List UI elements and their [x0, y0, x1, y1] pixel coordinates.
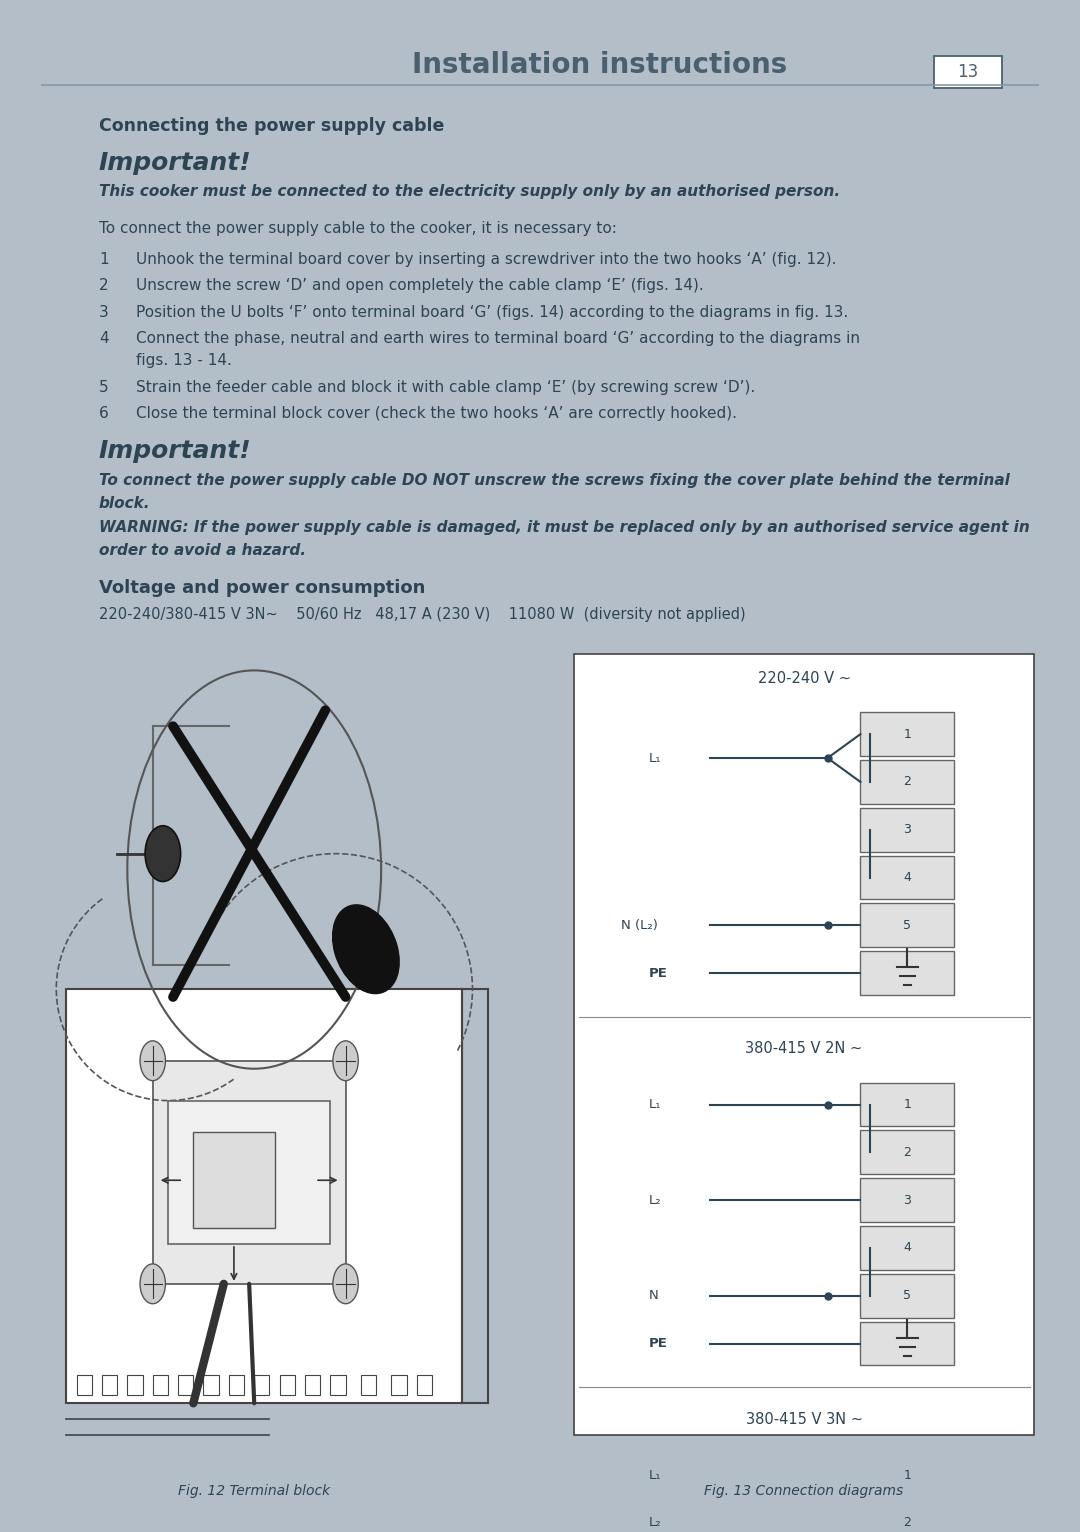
- Bar: [861, 1273, 955, 1318]
- Bar: [193, 1132, 274, 1229]
- Bar: [861, 1322, 955, 1365]
- Text: 4: 4: [904, 872, 912, 884]
- Text: Fig. 13 Connection diagrams: Fig. 13 Connection diagrams: [704, 1485, 904, 1498]
- Text: L₁: L₁: [649, 752, 662, 764]
- Text: 220-240 V ∼: 220-240 V ∼: [757, 671, 851, 686]
- Text: Important!: Important!: [99, 438, 252, 463]
- Bar: [934, 55, 1002, 89]
- Bar: [254, 1376, 270, 1396]
- Text: 3: 3: [904, 823, 912, 836]
- Text: To connect the power supply cable to the cooker, it is necessary to:: To connect the power supply cable to the…: [99, 221, 617, 236]
- Bar: [861, 904, 955, 947]
- Text: 5: 5: [903, 919, 912, 931]
- Text: 2: 2: [904, 1146, 912, 1158]
- Text: 13: 13: [958, 63, 978, 81]
- Text: 1: 1: [99, 251, 109, 267]
- Bar: [861, 1452, 955, 1497]
- Text: L₂: L₂: [649, 1193, 662, 1207]
- Bar: [77, 1376, 92, 1396]
- Text: L₂: L₂: [649, 1517, 662, 1529]
- Text: 6: 6: [99, 406, 109, 421]
- Text: WARNING: If the power supply cable is damaged, it must be replaced only by an au: WARNING: If the power supply cable is da…: [99, 519, 1029, 535]
- Bar: [305, 1376, 321, 1396]
- Text: PE: PE: [649, 1337, 667, 1350]
- Bar: [861, 1083, 955, 1126]
- Bar: [861, 760, 955, 804]
- Bar: [203, 1376, 218, 1396]
- Text: This cooker must be connected to the electricity supply only by an authorised pe: This cooker must be connected to the ele…: [99, 184, 840, 199]
- Bar: [280, 1376, 295, 1396]
- Bar: [861, 1501, 955, 1532]
- Bar: [861, 1226, 955, 1270]
- Bar: [229, 1376, 244, 1396]
- Text: 1: 1: [904, 1469, 912, 1481]
- Text: 1: 1: [904, 1098, 912, 1111]
- Text: Close the terminal block cover (check the two hooks ‘A’ are correctly hooked).: Close the terminal block cover (check th…: [136, 406, 737, 421]
- Text: L₁: L₁: [649, 1469, 662, 1481]
- Text: 220-240/380-415 V 3N~    50/60 Hz   48,17 A (230 V)    11080 W  (diversity not a: 220-240/380-415 V 3N~ 50/60 Hz 48,17 A (…: [99, 607, 745, 622]
- Bar: [861, 1131, 955, 1174]
- Bar: [391, 1376, 406, 1396]
- Text: Unscrew the screw ‘D’ and open completely the cable clamp ‘E’ (figs. 14).: Unscrew the screw ‘D’ and open completel…: [136, 279, 703, 293]
- Text: Installation instructions: Installation instructions: [413, 51, 787, 78]
- Circle shape: [140, 1040, 165, 1080]
- Text: PE: PE: [649, 967, 667, 979]
- Text: Strain the feeder cable and block it with cable clamp ‘E’ (by screwing screw ‘D’: Strain the feeder cable and block it wit…: [136, 380, 755, 395]
- Bar: [330, 1376, 346, 1396]
- Bar: [152, 1060, 346, 1284]
- Bar: [127, 1376, 143, 1396]
- Bar: [417, 1376, 432, 1396]
- Circle shape: [333, 1040, 359, 1080]
- Text: N: N: [649, 1290, 659, 1302]
- Bar: [67, 990, 462, 1403]
- Bar: [861, 855, 955, 899]
- Text: 2: 2: [99, 279, 109, 293]
- Text: 2: 2: [904, 1517, 912, 1529]
- Text: 380-415 V 2N ∼: 380-415 V 2N ∼: [745, 1042, 863, 1056]
- Bar: [861, 1178, 955, 1223]
- Bar: [168, 1100, 330, 1244]
- Text: Connecting the power supply cable: Connecting the power supply cable: [99, 118, 444, 135]
- Text: To connect the power supply cable DO NOT unscrew the screws fixing the cover pla: To connect the power supply cable DO NOT…: [99, 473, 1010, 487]
- Text: figs. 13 - 14.: figs. 13 - 14.: [136, 354, 232, 368]
- Text: 4: 4: [99, 331, 109, 346]
- Text: Unhook the terminal board cover by inserting a screwdriver into the two hooks ‘A: Unhook the terminal board cover by inser…: [136, 251, 836, 267]
- Circle shape: [140, 1264, 165, 1304]
- Ellipse shape: [333, 905, 400, 994]
- Text: 5: 5: [903, 1290, 912, 1302]
- Text: 3: 3: [904, 1193, 912, 1207]
- Text: N (L₂): N (L₂): [621, 919, 658, 931]
- Circle shape: [333, 1264, 359, 1304]
- Bar: [861, 712, 955, 755]
- Text: block.: block.: [99, 496, 150, 512]
- Text: Connect the phase, neutral and earth wires to terminal board ‘G’ according to th: Connect the phase, neutral and earth wir…: [136, 331, 860, 346]
- Bar: [102, 1376, 117, 1396]
- Bar: [861, 951, 955, 996]
- Text: Voltage and power consumption: Voltage and power consumption: [99, 579, 426, 597]
- Text: L₁: L₁: [649, 1098, 662, 1111]
- Bar: [178, 1376, 193, 1396]
- Text: order to avoid a hazard.: order to avoid a hazard.: [99, 544, 306, 558]
- Bar: [861, 807, 955, 852]
- Text: Fig. 12 Terminal block: Fig. 12 Terminal block: [178, 1485, 330, 1498]
- Text: 1: 1: [904, 728, 912, 740]
- Text: 380-415 V 3N ∼: 380-415 V 3N ∼: [745, 1413, 863, 1426]
- Text: 3: 3: [99, 305, 109, 320]
- Text: Important!: Important!: [99, 152, 252, 175]
- Bar: [361, 1376, 376, 1396]
- Text: Position the U bolts ‘F’ onto terminal board ‘G’ (figs. 14) according to the dia: Position the U bolts ‘F’ onto terminal b…: [136, 305, 848, 320]
- Circle shape: [145, 826, 180, 881]
- Text: 2: 2: [904, 775, 912, 789]
- Text: 4: 4: [904, 1241, 912, 1255]
- Text: 5: 5: [99, 380, 109, 395]
- Bar: [152, 1376, 168, 1396]
